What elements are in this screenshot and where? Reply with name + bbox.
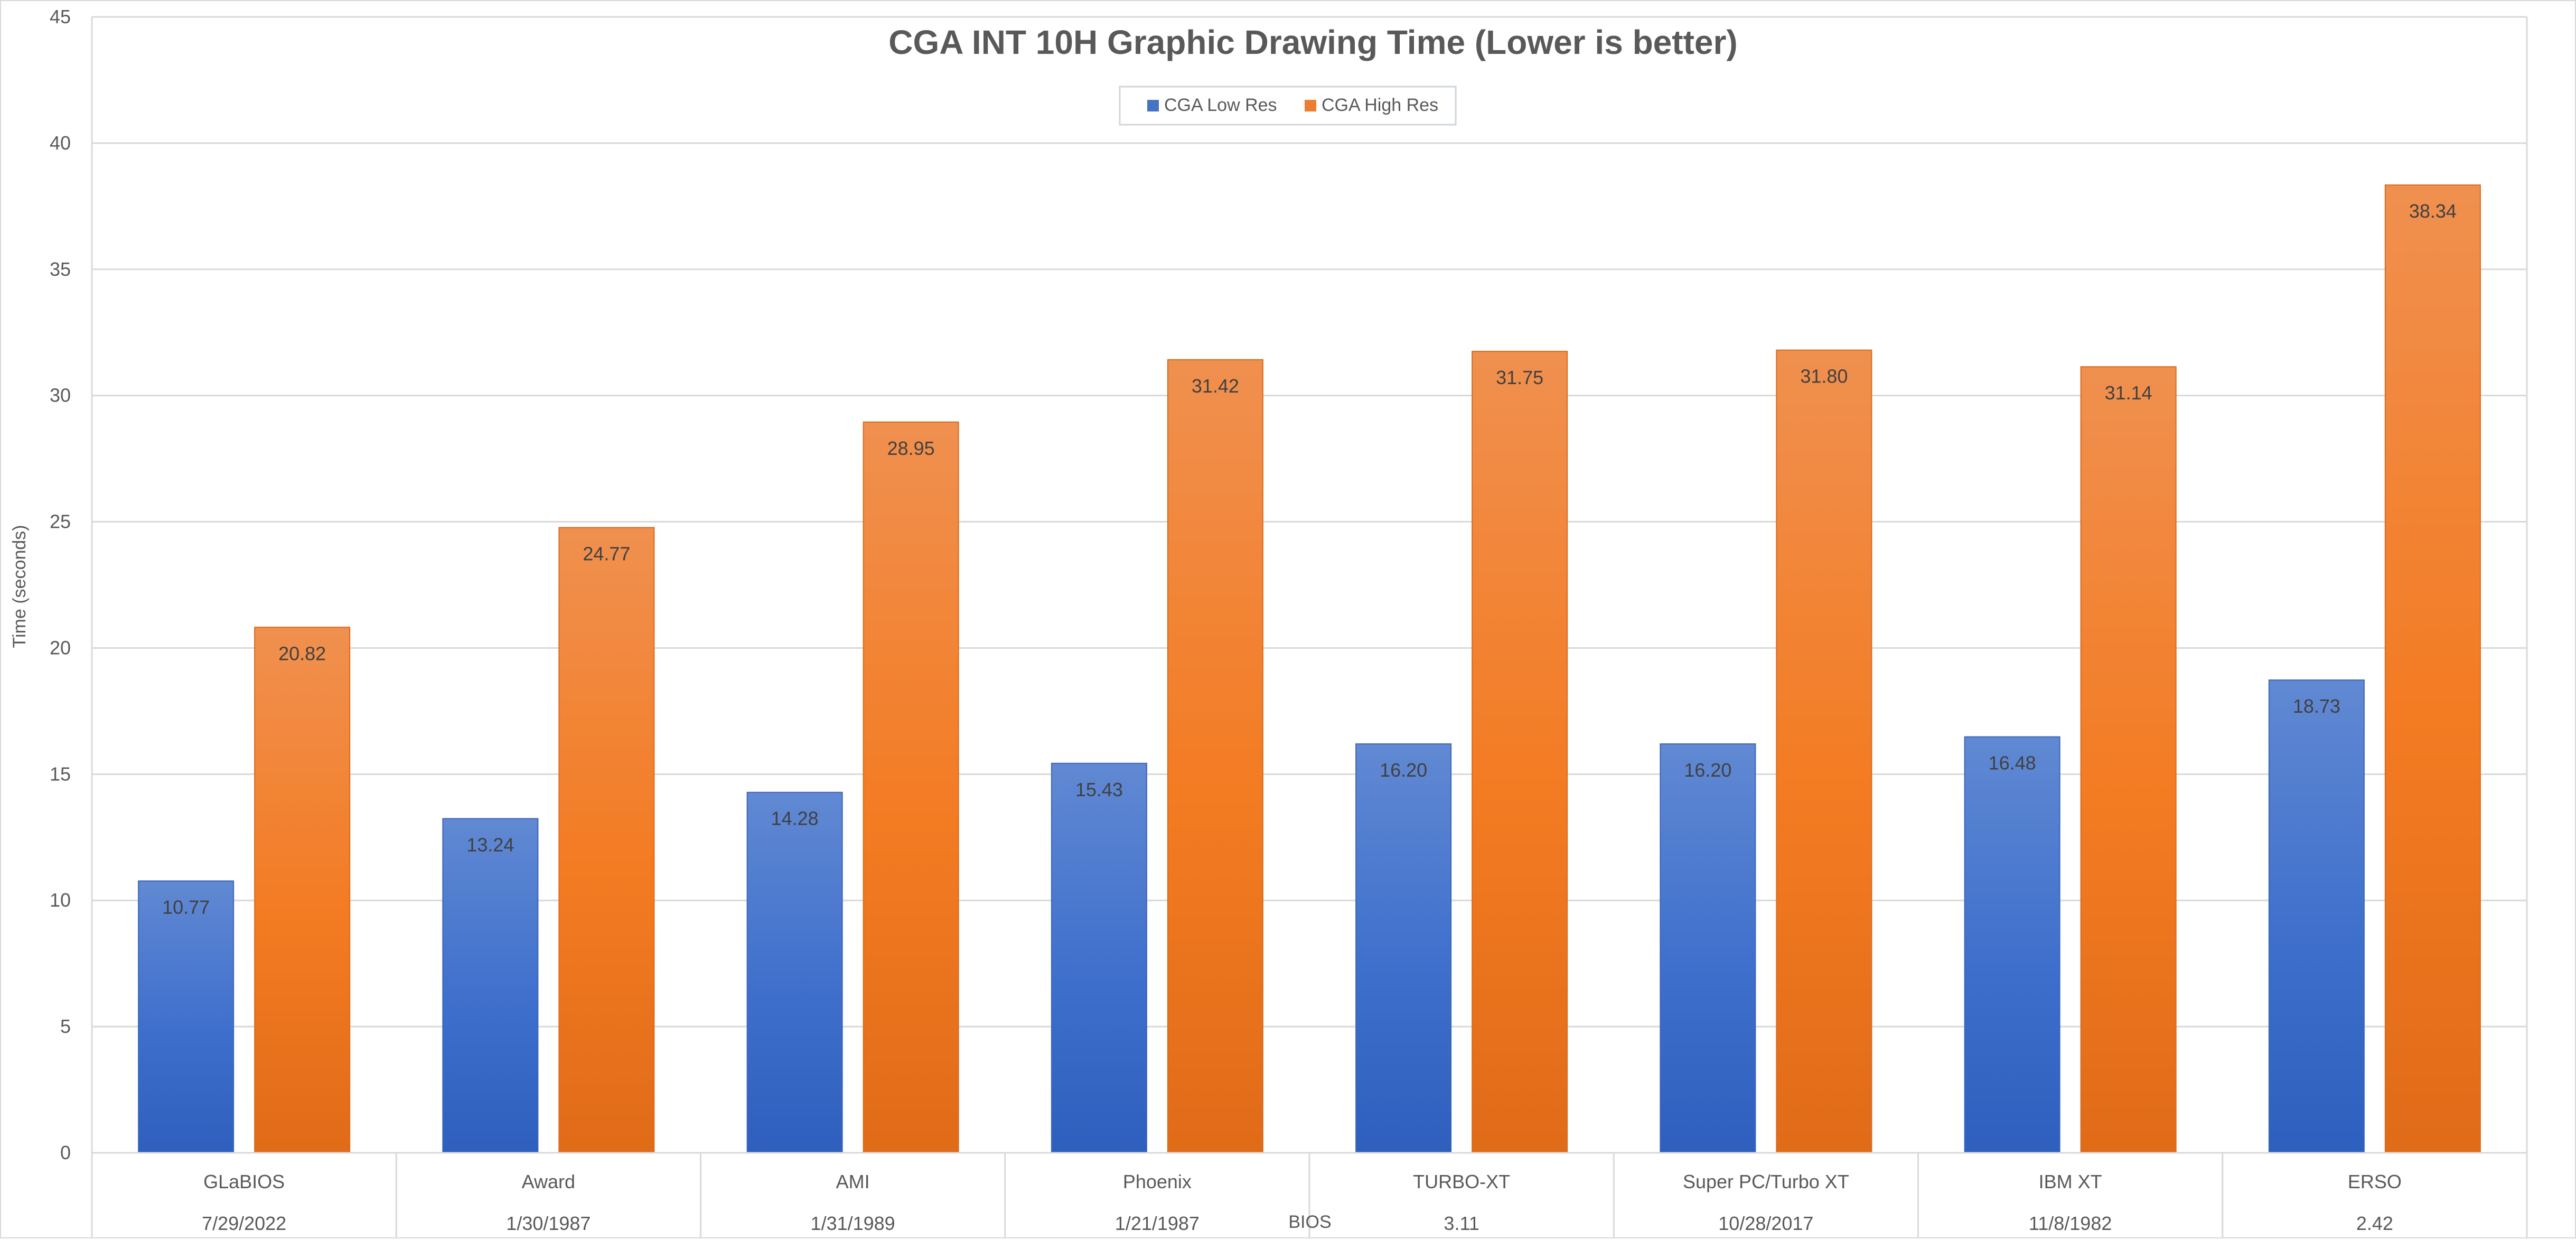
legend-swatch-cga-low-res <box>1147 100 1159 111</box>
x-category-date-5: 10/28/2017 <box>1718 1213 1813 1234</box>
bar-low-res-4 <box>1355 743 1452 1153</box>
data-label-high-res-3: 31.42 <box>1192 375 1239 397</box>
x-category-label-2: AMI <box>836 1171 870 1192</box>
y-tick-label-15: 15 <box>50 763 71 785</box>
chart-title: CGA INT 10H Graphic Drawing Time (Lower … <box>888 23 1737 61</box>
bar-low-res-7 <box>2268 679 2365 1153</box>
data-label-low-res-3: 15.43 <box>1075 779 1123 800</box>
y-tick-label-5: 5 <box>60 1015 71 1037</box>
y-tick-label-40: 40 <box>50 132 71 154</box>
data-label-low-res-6: 16.48 <box>1989 752 2036 774</box>
legend: CGA Low Res CGA High Res <box>1119 86 1457 126</box>
legend-label-cga-high-res: CGA High Res <box>1322 95 1438 115</box>
data-label-high-res-1: 24.77 <box>583 543 630 565</box>
data-label-high-res-0: 20.82 <box>278 642 326 664</box>
x-category-date-4: 3.11 <box>1444 1213 1479 1234</box>
data-label-low-res-0: 10.77 <box>162 896 210 918</box>
x-category-date-1: 1/30/1987 <box>506 1213 591 1234</box>
data-label-low-res-4: 16.20 <box>1380 759 1427 781</box>
x-category-date-0: 7/29/2022 <box>202 1213 286 1234</box>
bar-low-res-1 <box>442 818 539 1153</box>
x-category-label-3: Phoenix <box>1123 1171 1192 1192</box>
x-category-label-7: ERSO <box>2348 1171 2402 1192</box>
legend-box <box>1119 86 1457 126</box>
data-label-high-res-7: 38.34 <box>2409 200 2457 222</box>
x-axis-title: BIOS <box>1288 1212 1331 1232</box>
y-tick-label-45: 45 <box>50 6 71 27</box>
data-label-low-res-5: 16.20 <box>1684 759 1731 781</box>
bar-low-res-3 <box>1051 762 1147 1154</box>
y-tick-label-20: 20 <box>50 637 71 658</box>
y-axis-tick-labels: 0 5 10 15 20 25 30 35 40 45 <box>50 6 71 1163</box>
x-category-label-4: TURBO-XT <box>1413 1171 1510 1192</box>
y-tick-label-10: 10 <box>50 889 71 911</box>
y-tick-label-35: 35 <box>50 258 71 280</box>
bar-high-res-5 <box>1776 349 1872 1154</box>
bar-high-res-1 <box>558 527 655 1153</box>
bar-low-res-6 <box>1964 736 2060 1153</box>
data-label-low-res-7: 18.73 <box>2293 695 2340 717</box>
x-category-label-1: Award <box>522 1171 575 1192</box>
x-category-date-2: 1/31/1989 <box>811 1213 895 1234</box>
bar-low-res-0 <box>138 880 235 1153</box>
x-category-date-7: 2.42 <box>2356 1213 2393 1234</box>
bar-low-res-2 <box>746 791 843 1153</box>
data-label-low-res-2: 14.28 <box>771 808 819 829</box>
bar-high-res-6 <box>2080 366 2177 1154</box>
bar-high-res-3 <box>1167 359 1263 1153</box>
data-label-high-res-4: 31.75 <box>1496 367 1543 388</box>
y-tick-label-30: 30 <box>50 385 71 406</box>
bar-high-res-0 <box>254 627 351 1154</box>
y-tick-label-25: 25 <box>50 511 71 533</box>
data-label-high-res-5: 31.80 <box>1800 366 1848 387</box>
bar-value-labels: 10.77 20.82 13.24 24.77 14.28 28.95 15.43 31.42… <box>162 200 2457 918</box>
data-label-high-res-2: 28.95 <box>887 437 935 459</box>
legend-swatch-cga-high-res <box>1305 100 1316 111</box>
bar-high-res-7 <box>2384 184 2481 1154</box>
y-axis-title: Time (seconds) <box>10 525 30 648</box>
bar-high-res-2 <box>863 421 959 1153</box>
data-label-low-res-1: 13.24 <box>466 834 514 855</box>
x-category-label-6: IBM XT <box>2039 1171 2102 1192</box>
data-label-high-res-6: 31.14 <box>2105 382 2152 404</box>
x-category-label-5: Super PC/Turbo XT <box>1683 1171 1849 1192</box>
legend-label-cga-low-res: CGA Low Res <box>1164 95 1277 115</box>
x-category-label-0: GLaBIOS <box>203 1171 285 1192</box>
bar-high-res-4 <box>1472 351 1568 1153</box>
bars <box>138 184 2481 1154</box>
x-category-date-6: 11/8/1982 <box>2029 1213 2112 1234</box>
bar-low-res-5 <box>1660 743 1756 1153</box>
x-category-date-3: 1/21/1987 <box>1115 1213 1200 1234</box>
x-axis: GLaBIOS 7/29/2022 Award 1/30/1987 AMI 1/31/19… <box>91 1152 2528 1237</box>
y-tick-label-0: 0 <box>60 1142 71 1163</box>
